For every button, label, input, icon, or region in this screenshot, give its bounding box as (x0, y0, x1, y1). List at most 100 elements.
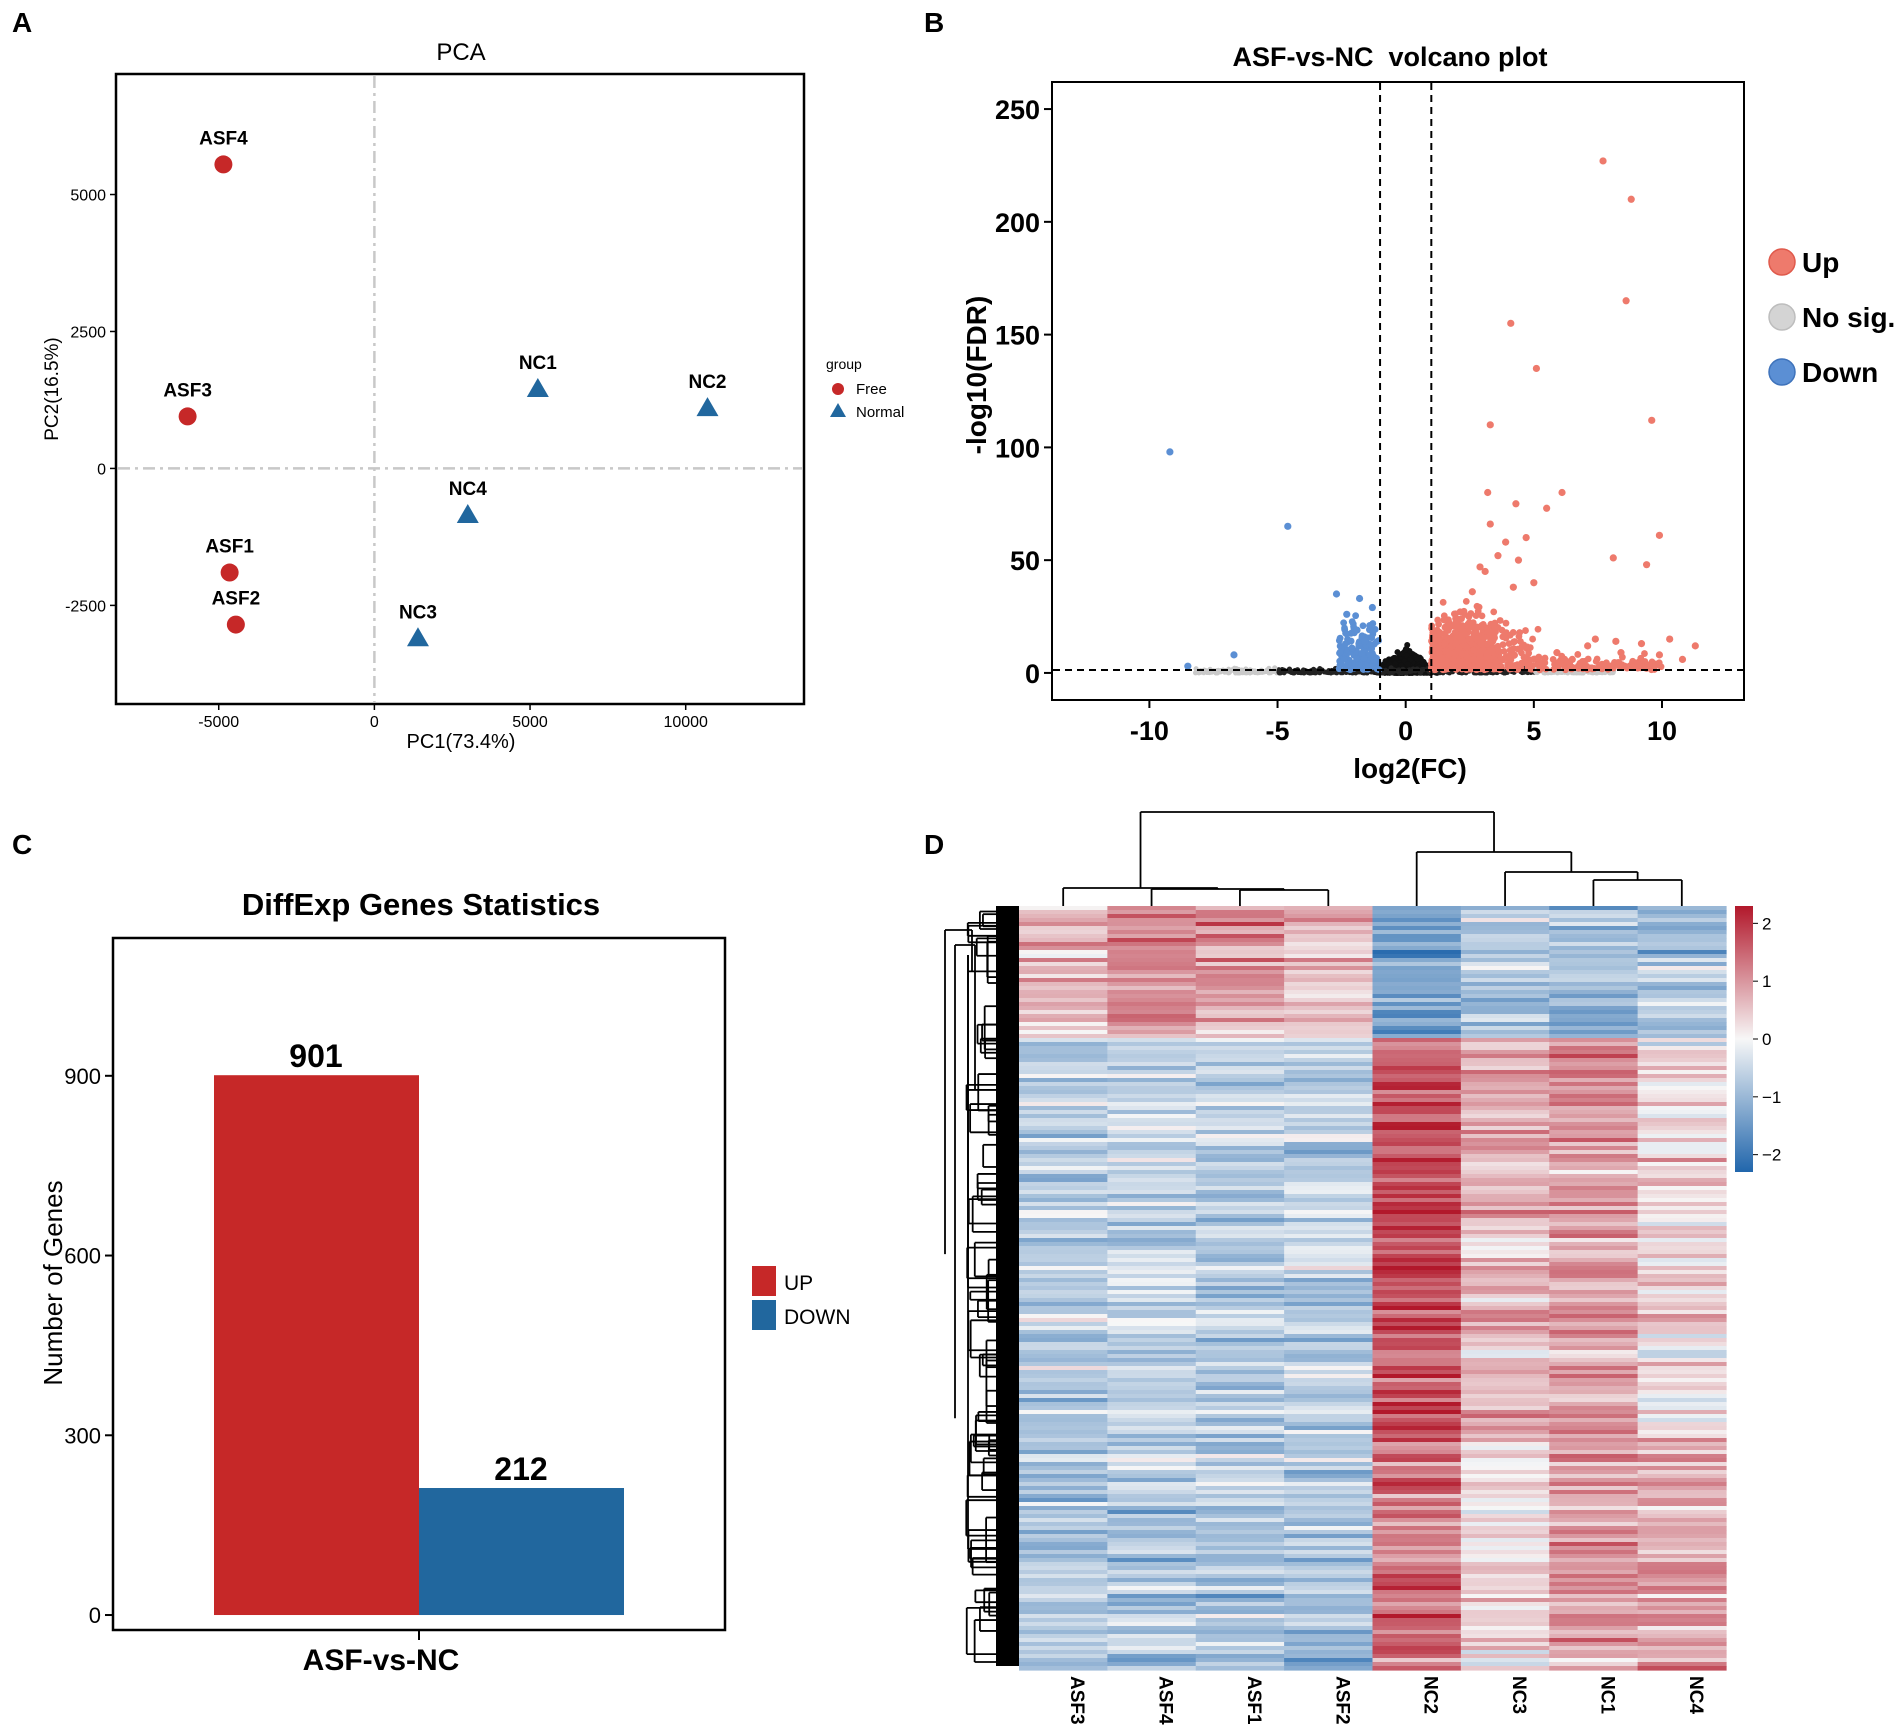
heatmap-cell (1019, 1646, 1108, 1651)
heatmap-cell (1284, 1194, 1374, 1199)
heatmap-cell (1107, 1562, 1197, 1567)
heatmap-cell (1107, 950, 1197, 955)
heatmap-cell (1549, 930, 1639, 935)
heatmap-cell (1460, 1366, 1550, 1371)
heatmap-cell (1637, 1034, 1727, 1039)
heatmap-cell (1372, 1450, 1462, 1455)
heatmap-cell (1019, 998, 1108, 1003)
heatmap-cell (1460, 998, 1550, 1003)
heatmap-cell (1372, 1662, 1462, 1667)
heatmap-cell (1549, 1362, 1639, 1367)
volcano-point-down (1341, 624, 1348, 632)
heatmap-cell (1195, 998, 1285, 1003)
heatmap-cell (1460, 930, 1550, 935)
heatmap-cell (1107, 1486, 1197, 1491)
heatmap-cell (1284, 1486, 1374, 1491)
heatmap-cell (1637, 1070, 1727, 1075)
heatmap-cell (1637, 1570, 1727, 1575)
heatmap-cell (1195, 1110, 1285, 1115)
heatmap-cell (1284, 1382, 1374, 1387)
heatmap-cell (1019, 1366, 1108, 1371)
heatmap-cell (1372, 1314, 1462, 1319)
heatmap-cell (1107, 1434, 1197, 1439)
heatmap-cell (1284, 1086, 1374, 1091)
heatmap-cell (1549, 1574, 1639, 1579)
heatmap-cell (1019, 1002, 1108, 1007)
heatmap-cell (1637, 1198, 1727, 1203)
heatmap-cell (1284, 1070, 1374, 1075)
heatmap-cell (1372, 1226, 1462, 1231)
heatmap-cell (1372, 1030, 1462, 1035)
heatmap-cell (1107, 1334, 1197, 1339)
heatmap-cell (1460, 1406, 1550, 1411)
heatmap-cell (1637, 1666, 1727, 1671)
heatmap-cell (1107, 930, 1197, 935)
heatmap-cell (1460, 982, 1550, 987)
heatmap-cell (1460, 1058, 1550, 1063)
heatmap-cell (1637, 918, 1727, 923)
heatmap-cell (1637, 1442, 1727, 1447)
heatmap-cell (1460, 1478, 1550, 1483)
heatmap-cell (1460, 918, 1550, 923)
heatmap-cell (1107, 910, 1197, 915)
heatmap-cell (1019, 1218, 1108, 1223)
heatmap-cell (1549, 1630, 1639, 1635)
colorbar-tick-label: −1 (1762, 1088, 1781, 1107)
heatmap-cell (1107, 1598, 1197, 1603)
heatmap-cell (1460, 1134, 1550, 1139)
heatmap-cell (1284, 1354, 1374, 1359)
heatmap-cell (1372, 1586, 1462, 1591)
heatmap-cell (1637, 1450, 1727, 1455)
heatmap-cell (1549, 1138, 1639, 1143)
heatmap-cell (1195, 1638, 1285, 1643)
heatmap-cell (1107, 1606, 1197, 1611)
heatmap-cell (1195, 962, 1285, 967)
heatmap-cell (1107, 1358, 1197, 1363)
heatmap-cell (1372, 1182, 1462, 1187)
heatmap-cell (1019, 1118, 1108, 1123)
heatmap-cell (1195, 1666, 1285, 1671)
heatmap-cell (1195, 982, 1285, 987)
heatmap-cell (1107, 1338, 1197, 1343)
heatmap-cell (1460, 910, 1550, 915)
heatmap-cell (1637, 1050, 1727, 1055)
heatmap-cell (1195, 1398, 1285, 1403)
heatmap-cell (1460, 1482, 1550, 1487)
volcano-point-down (1368, 634, 1376, 642)
heatmap-cell (1284, 1294, 1374, 1299)
heatmap-cell (1372, 978, 1462, 983)
volcano-point-up (1490, 608, 1498, 616)
volcano-point-up (1481, 662, 1489, 669)
heatmap-cell (1107, 1162, 1197, 1167)
heatmap-cell (1637, 1498, 1727, 1503)
volcano-legend-nosig-label: No sig. (1802, 302, 1895, 333)
heatmap-cell (1460, 1110, 1550, 1115)
heatmap-cell (1372, 1230, 1462, 1235)
heatmap-cell (1195, 986, 1285, 991)
heatmap-cell (1107, 926, 1197, 931)
heatmap-cell (1019, 1426, 1108, 1431)
heatmap-cell (1019, 1474, 1108, 1479)
heatmap-cell (1195, 1574, 1285, 1579)
heatmap-cell (1372, 1486, 1462, 1491)
volcano-point-up (1648, 416, 1656, 424)
heatmap-cell (1284, 1182, 1374, 1187)
heatmap-cell (1107, 1522, 1197, 1527)
heatmap-cell (1284, 1310, 1374, 1315)
pca-legend-free-label: Free (856, 381, 887, 398)
heatmap-cell (1637, 1358, 1727, 1363)
volcano-point-up (1492, 658, 1500, 666)
volcano-point-up (1461, 611, 1469, 618)
heatmap-cell (1195, 1014, 1285, 1019)
volcano-point-up (1512, 662, 1519, 670)
heatmap-cell (1637, 1298, 1727, 1303)
volcano-point-nosig (1407, 656, 1414, 663)
heatmap-cell (1637, 1210, 1727, 1215)
heatmap-cell (1460, 1606, 1550, 1611)
heatmap-cell (1637, 1182, 1727, 1187)
heatmap-cell (1637, 1342, 1727, 1347)
heatmap-cell (1195, 970, 1285, 975)
heatmap-cell (1460, 1450, 1550, 1455)
heatmap-cell (1460, 1626, 1550, 1631)
